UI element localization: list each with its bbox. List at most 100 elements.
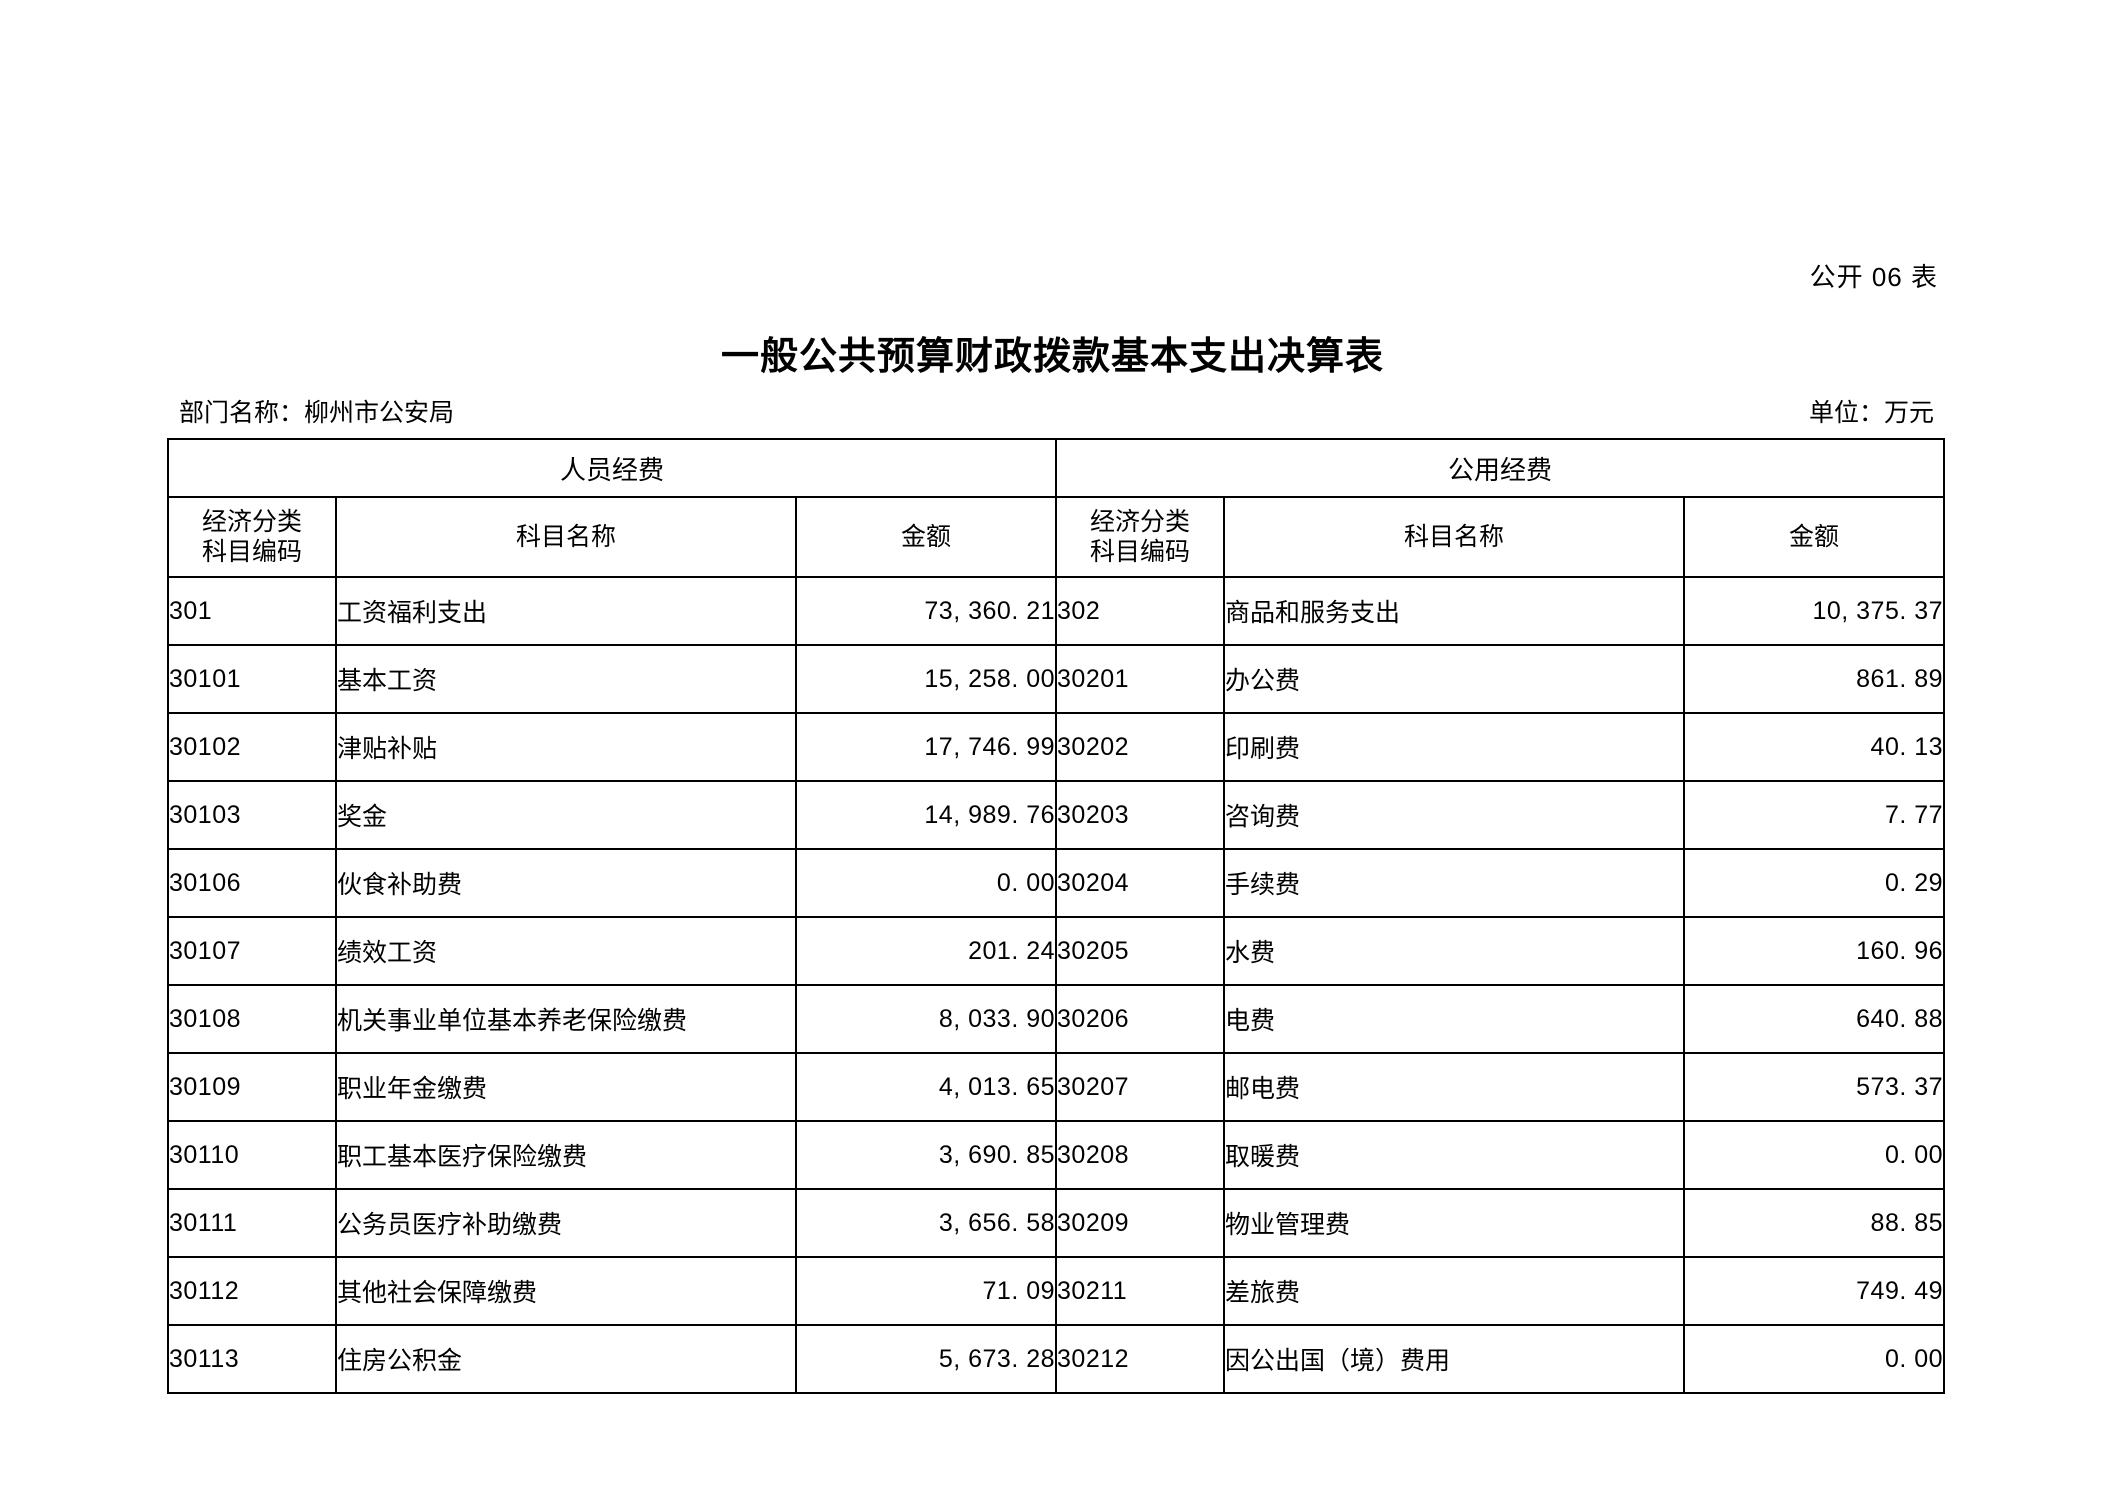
cell-code-personnel: 30111	[167, 1188, 337, 1258]
cell-amount-public: 10, 375. 37	[1683, 576, 1946, 646]
column-header-row: 经济分类 科目编码 科目名称 金额 经济分类 科目编码 科目名称 金额	[167, 496, 1946, 578]
cell-name-personnel: 工资福利支出	[335, 576, 797, 646]
table-row: 30113 住房公积金 5, 673. 28 30212 因公出国（境）费用 0. 00	[167, 1324, 1946, 1394]
cell-amount-public: 160. 96	[1683, 916, 1946, 986]
table-row: 30107 绩效工资 201. 24 30205 水费 160. 96	[167, 916, 1946, 986]
cell-code-public: 30207	[1055, 1052, 1226, 1122]
cell-name-public: 办公费	[1223, 644, 1686, 714]
cell-amount-personnel: 5, 673. 28	[794, 1324, 1058, 1394]
cell-code-personnel: 30109	[167, 1052, 337, 1122]
cell-name-public: 邮电费	[1223, 1052, 1686, 1122]
cell-name-personnel: 其他社会保障缴费	[335, 1256, 797, 1326]
column-header-amount-left: 金额	[794, 496, 1058, 578]
column-header-name-right: 科目名称	[1223, 496, 1686, 578]
table-row: 30103 奖金 14, 989. 76 30203 咨询费 7. 77	[167, 780, 1946, 850]
cell-code-personnel: 30108	[167, 984, 337, 1054]
cell-name-public: 物业管理费	[1223, 1188, 1686, 1258]
table-row: 301 工资福利支出 73, 360. 21 302 商品和服务支出 10, 375. 3…	[167, 576, 1946, 646]
subheader-row: 部门名称：柳州市公安局 单位：万元	[167, 393, 1938, 427]
cell-name-personnel: 机关事业单位基本养老保险缴费	[335, 984, 797, 1054]
cell-code-personnel: 301	[167, 576, 337, 646]
cell-code-public: 30212	[1055, 1324, 1226, 1394]
form-number: 公开 06 表	[1809, 262, 1938, 292]
table-row: 30111 公务员医疗补助缴费 3, 656. 58 30209 物业管理费 88. 85	[167, 1188, 1946, 1258]
department-name-label: 部门名称：柳州市公安局	[179, 399, 455, 427]
cell-name-public: 印刷费	[1223, 712, 1686, 782]
page-title: 一般公共预算财政拨款基本支出决算表	[720, 336, 1384, 378]
code-header-line1: 经济分类	[201, 507, 302, 536]
cell-amount-personnel: 71. 09	[794, 1256, 1058, 1326]
cell-code-public: 30204	[1055, 848, 1226, 918]
cell-name-personnel: 基本工资	[335, 644, 797, 714]
cell-code-personnel: 30101	[167, 644, 337, 714]
table-row: 30108 机关事业单位基本养老保险缴费 8, 033. 90 30206 电费 640.…	[167, 984, 1946, 1054]
cell-amount-personnel: 0. 00	[794, 848, 1058, 918]
cell-amount-personnel: 15, 258. 00	[794, 644, 1058, 714]
cell-code-public: 30211	[1055, 1256, 1226, 1326]
group-header-row: 人员经费 公用经费	[166, 438, 1946, 498]
cell-amount-personnel: 3, 656. 58	[794, 1188, 1058, 1258]
cell-code-public: 302	[1055, 576, 1226, 646]
cell-name-public: 电费	[1223, 984, 1686, 1054]
cell-name-personnel: 住房公积金	[335, 1324, 797, 1394]
cell-name-personnel: 职业年金缴费	[335, 1052, 797, 1122]
table-row: 30106 伙食补助费 0. 00 30204 手续费 0. 29	[167, 848, 1946, 918]
table-row: 30102 津贴补贴 17, 746. 99 30202 印刷费 40. 13	[167, 712, 1946, 782]
cell-code-public: 30209	[1055, 1188, 1226, 1258]
cell-code-personnel: 30110	[167, 1120, 337, 1190]
table-row: 30110 职工基本医疗保险缴费 3, 690. 85 30208 取暖费 0. 00	[167, 1120, 1946, 1190]
cell-code-public: 30205	[1055, 916, 1226, 986]
cell-code-public: 30202	[1055, 712, 1226, 782]
unit-label: 单位：万元	[1808, 399, 1934, 427]
table-row: 30101 基本工资 15, 258. 00 30201 办公费 861. 89	[167, 644, 1946, 714]
table-row: 30112 其他社会保障缴费 71. 09 30211 差旅费 749. 49	[167, 1256, 1946, 1326]
cell-amount-public: 40. 13	[1683, 712, 1946, 782]
cell-amount-personnel: 73, 360. 21	[794, 576, 1058, 646]
cell-name-public: 因公出国（境）费用	[1223, 1324, 1686, 1394]
cell-amount-public: 0. 00	[1683, 1120, 1946, 1190]
cell-amount-public: 861. 89	[1683, 644, 1946, 714]
code-header-line1: 经济分类	[1090, 507, 1191, 536]
cell-amount-personnel: 8, 033. 90	[794, 984, 1058, 1054]
cell-name-personnel: 奖金	[335, 780, 797, 850]
code-header-line2: 科目编码	[1090, 538, 1191, 566]
group-header-public: 公用经费	[1055, 438, 1946, 498]
group-header-personnel: 人员经费	[166, 438, 1058, 498]
cell-amount-personnel: 3, 690. 85	[794, 1120, 1058, 1190]
cell-name-personnel: 伙食补助费	[335, 848, 797, 918]
cell-name-public: 差旅费	[1223, 1256, 1686, 1326]
cell-amount-personnel: 14, 989. 76	[794, 780, 1058, 850]
table-row: 30109 职业年金缴费 4, 013. 65 30207 邮电费 573. 37	[167, 1052, 1946, 1122]
cell-name-personnel: 绩效工资	[335, 916, 797, 986]
cell-code-personnel: 30102	[167, 712, 337, 782]
cell-name-personnel: 公务员医疗补助缴费	[335, 1188, 797, 1258]
cell-amount-public: 640. 88	[1683, 984, 1946, 1054]
cell-amount-public: 0. 00	[1683, 1324, 1946, 1394]
cell-amount-personnel: 4, 013. 65	[794, 1052, 1058, 1122]
cell-code-public: 30206	[1055, 984, 1226, 1054]
column-header-name-left: 科目名称	[335, 496, 797, 578]
cell-name-public: 手续费	[1223, 848, 1686, 918]
budget-table-wrapper: 人员经费 公用经费 经济分类 科目编码 科目名称 金额 经济分类 科目编码 科目…	[166, 438, 1946, 1394]
cell-code-public: 30208	[1055, 1120, 1226, 1190]
column-header-amount-right: 金额	[1683, 496, 1946, 578]
column-header-code-left: 经济分类 科目编码	[167, 496, 337, 578]
cell-amount-public: 0. 29	[1683, 848, 1946, 918]
cell-name-public: 水费	[1223, 916, 1686, 986]
cell-name-personnel: 津贴补贴	[335, 712, 797, 782]
cell-code-personnel: 30107	[167, 916, 337, 986]
cell-amount-personnel: 201. 24	[794, 916, 1058, 986]
cell-code-public: 30201	[1055, 644, 1226, 714]
cell-name-public: 取暖费	[1223, 1120, 1686, 1190]
cell-amount-public: 573. 37	[1683, 1052, 1946, 1122]
cell-code-personnel: 30103	[167, 780, 337, 850]
cell-code-personnel: 30113	[167, 1324, 337, 1394]
cell-amount-public: 749. 49	[1683, 1256, 1946, 1326]
code-header-line2: 科目编码	[201, 538, 302, 566]
cell-code-personnel: 30106	[167, 848, 337, 918]
cell-name-public: 咨询费	[1223, 780, 1686, 850]
cell-code-personnel: 30112	[167, 1256, 337, 1326]
cell-amount-personnel: 17, 746. 99	[794, 712, 1058, 782]
cell-name-public: 商品和服务支出	[1223, 576, 1686, 646]
